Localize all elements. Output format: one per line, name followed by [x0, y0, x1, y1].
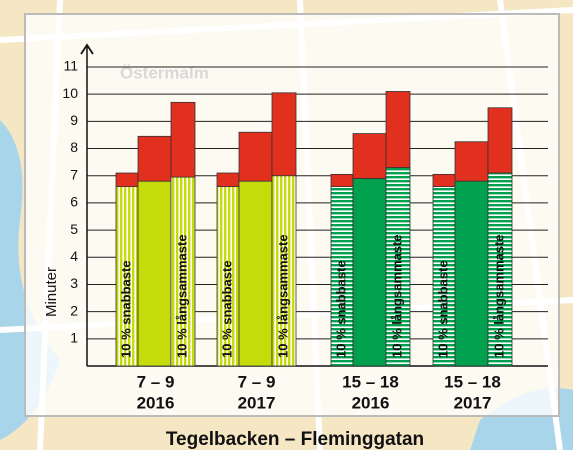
bar-extra	[271, 92, 297, 177]
bar-extra	[487, 107, 513, 174]
bar-extra	[385, 91, 411, 168]
bar-extra	[454, 141, 489, 182]
bar-base	[137, 180, 172, 367]
bar-base	[238, 180, 273, 367]
bar-extra	[216, 172, 240, 188]
x-tick-label: 2017	[238, 393, 276, 412]
bar-label: 10 % långsammaste	[174, 234, 189, 358]
bar-label: 10 % långsammaste	[491, 234, 506, 358]
y-axis-label: Minuter	[43, 267, 60, 317]
bar-label: 10 % snabbaste	[333, 260, 348, 358]
bar-label: 10 % snabbaste	[435, 260, 450, 358]
bar-base	[271, 175, 297, 367]
bar-extra	[115, 172, 139, 188]
y-tick-label: 9	[70, 112, 78, 128]
y-tick-label: 6	[70, 194, 78, 210]
x-tick-label: 2016	[352, 393, 390, 412]
chart-title: Tegelbacken – Fleminggatan	[166, 429, 424, 450]
x-tick-label: 15 – 18	[342, 372, 399, 391]
y-tick-label: 1	[70, 330, 78, 346]
bar-extra	[352, 133, 387, 179]
bar-label: 10 % långsammaste	[389, 234, 404, 358]
bar-extra	[137, 135, 172, 182]
map-label: Östermalm	[120, 63, 209, 82]
bar-extra	[330, 173, 354, 187]
y-axis-arrow	[80, 43, 94, 55]
y-tick-label: 5	[70, 221, 78, 237]
x-tick-label: 7 – 9	[137, 372, 175, 391]
y-tick-label: 3	[70, 275, 78, 291]
bar-base	[352, 178, 387, 367]
bar-label: 10 % snabbaste	[219, 260, 234, 358]
bar-extra	[432, 173, 456, 187]
y-tick-label: 10	[62, 85, 78, 101]
x-tick-label: 2017	[454, 393, 492, 412]
y-tick-label: 4	[70, 248, 78, 264]
y-tick-label: 8	[70, 139, 78, 155]
bar-base	[385, 167, 411, 367]
x-tick-label: 15 – 18	[444, 372, 501, 391]
x-tick-label: 2016	[137, 393, 175, 412]
bar-base	[454, 180, 489, 367]
bar-base	[170, 176, 196, 367]
y-tick-label: 2	[70, 302, 78, 318]
x-tick-label: 7 – 9	[238, 372, 276, 391]
bar-label: 10 % långsammaste	[275, 234, 290, 358]
y-tick-label: 11	[63, 58, 78, 74]
bar-extra	[238, 131, 273, 182]
bar-label: 10 % snabbaste	[118, 260, 133, 358]
bar-extra	[170, 101, 196, 178]
y-tick-label: 7	[70, 166, 78, 182]
